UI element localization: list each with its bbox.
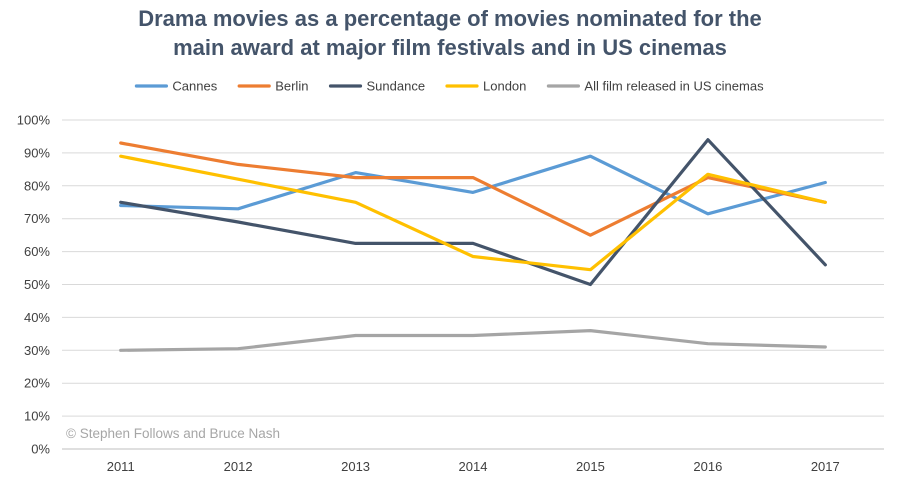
y-axis: 0% 10% 20% 30% 40% 50% 60% 70% 80% 90% 100% (17, 113, 51, 457)
x-tick-label: 2015 (576, 459, 605, 474)
gridlines (62, 119, 884, 450)
legend-label: London (483, 79, 526, 94)
legend: Cannes Berlin Sundance London All film relea… (134, 79, 764, 94)
legend-item: Cannes (134, 79, 218, 94)
series-line-cannes (119, 154, 827, 216)
y-tick-label: 0% (31, 442, 50, 457)
series-line-london (119, 154, 827, 272)
series-line-all-film-released-in-us-cinemas (119, 329, 827, 352)
chart-title-line-2: main award at major film festivals and i… (173, 35, 727, 60)
series-lines (119, 138, 827, 352)
y-tick-label: 60% (24, 244, 50, 259)
copyright-credit: © Stephen Follows and Bruce Nash (66, 426, 280, 441)
legend-label: Berlin (275, 79, 308, 94)
legend-label: Cannes (172, 79, 217, 94)
legend-item: London (445, 79, 526, 94)
y-tick-label: 90% (24, 145, 50, 160)
chart-title: Drama movies as a percentage of movies n… (0, 4, 900, 62)
y-tick-label: 50% (24, 277, 50, 292)
x-tick-label: 2017 (811, 459, 840, 474)
x-tick-label: 2012 (224, 459, 253, 474)
y-tick-label: 80% (24, 178, 50, 193)
legend-item: All film released in US cinemas (546, 79, 764, 94)
legend-item: Berlin (237, 79, 308, 94)
y-tick-label: 20% (24, 376, 50, 391)
x-axis: 2011 2012 2013 2014 2015 2016 2017 (107, 459, 840, 474)
y-tick-label: 10% (24, 409, 50, 424)
y-tick-label: 40% (24, 310, 50, 325)
legend-label: All film released in US cinemas (584, 79, 764, 94)
x-tick-label: 2016 (693, 459, 722, 474)
x-tick-label: 2014 (459, 459, 488, 474)
legend-item: Sundance (328, 79, 426, 94)
chart-title-line-1: Drama movies as a percentage of movies n… (138, 6, 762, 31)
x-tick-label: 2011 (107, 459, 135, 474)
y-tick-label: 100% (17, 113, 51, 128)
y-tick-label: 70% (24, 211, 50, 226)
legend-label: Sundance (367, 79, 426, 94)
x-tick-label: 2013 (341, 459, 370, 474)
y-tick-label: 30% (24, 343, 50, 358)
